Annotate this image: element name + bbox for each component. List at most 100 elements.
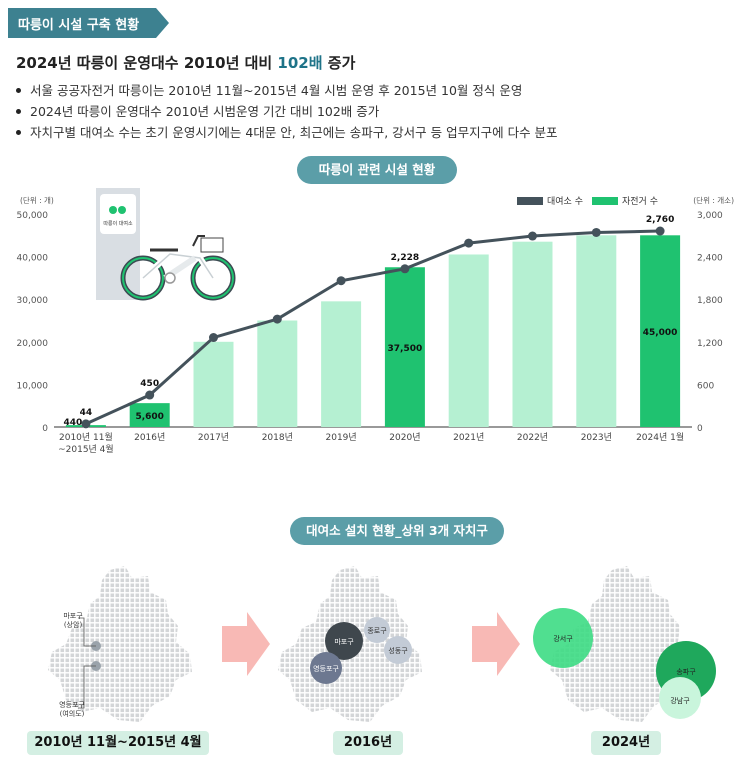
district-bubble	[533, 608, 593, 668]
x-tick-label: 2019년	[326, 432, 357, 443]
x-tick-label: 2017년	[198, 432, 229, 443]
map-label-2024: 2024년	[591, 731, 661, 755]
district-bubble	[384, 636, 412, 664]
line-point	[272, 314, 282, 324]
line-point	[528, 231, 537, 241]
district-label: 성동구	[388, 646, 408, 655]
district-label: 마포구	[63, 611, 83, 620]
bar	[640, 235, 681, 427]
line-point	[336, 276, 346, 286]
x-tick-label: 2020년	[389, 432, 420, 443]
district-bubble	[325, 622, 363, 660]
y-tick-right: 1,200	[697, 339, 723, 349]
section-tag: 따릉이 시설 구축 현황	[8, 8, 170, 38]
bar	[576, 235, 617, 427]
headline: 2024년 따릉이 운영대수 2010년 대비 102배 증가	[16, 52, 355, 73]
bar	[384, 267, 425, 427]
district-label: 강남구	[670, 696, 690, 705]
legend-swatch-bikes	[592, 197, 618, 205]
district-label: 종로구	[367, 627, 387, 635]
y-tick-left: 40,000	[17, 254, 49, 264]
headline-highlight: 102배	[277, 54, 323, 72]
line-point	[209, 333, 218, 343]
bar	[257, 320, 298, 427]
line-point	[400, 264, 410, 274]
bar	[129, 403, 170, 427]
district-label: 영등포구	[59, 700, 85, 709]
map-label-2010: 2010년 11월~2015년 4월	[27, 731, 209, 755]
line-point	[145, 390, 155, 400]
section-title-facilities: 따릉이 관련 시설 현황	[297, 156, 457, 184]
district-label: 송파구	[676, 667, 696, 676]
district-maps: 마포구 (상암) 영등포구 (여의도) 마포구 종로구 성동구 영등포구 강서구…	[48, 566, 716, 722]
section-tag-label: 따릉이 시설 구축 현황	[18, 18, 140, 33]
section-title-stations: 대여소 설치 현황_상위 3개 자치구	[290, 517, 504, 545]
bullet-item: 2024년 따릉이 운영대수 2010년 시범운영 기간 대비 102배 증가	[16, 103, 558, 124]
seoul-map-shape	[48, 566, 192, 722]
facility-chart: 따릉이 대여소 50,000 40,000 30,000 20,000 10,000 0 3…	[17, 188, 734, 455]
x-tick-label: 2023년	[581, 432, 612, 443]
headline-suffix: 증가	[322, 54, 356, 72]
bar-value-label: 5,600	[135, 412, 163, 422]
y-tick-left: 0	[42, 424, 48, 434]
arrow-icon	[472, 612, 520, 676]
y-tick-right: 600	[697, 381, 714, 391]
bullet-item: 자치구별 대여소 수는 초기 운영시기에는 4대문 안, 최근에는 송파구, 강…	[16, 124, 558, 145]
map-2016: 마포구 종로구 성동구 영등포구	[278, 566, 422, 722]
y-tick-left: 30,000	[17, 296, 49, 306]
district-label: 마포구	[334, 637, 354, 646]
left-axis-unit: (단위 : 개)	[20, 195, 54, 205]
map-label-2016: 2016년	[333, 731, 403, 755]
bar-value-label: 37,500	[388, 344, 423, 354]
line-point	[81, 419, 91, 429]
district-bubble	[364, 617, 390, 643]
bike-station-illustration: 따릉이 대여소	[96, 188, 236, 301]
bar	[321, 301, 362, 427]
map-2024: 강서구 송파구 강남구	[533, 566, 716, 722]
y-tick-right: 2,400	[697, 254, 723, 264]
y-tick-left: 20,000	[17, 339, 49, 349]
seoul-map-shape	[550, 566, 694, 722]
line-point	[464, 238, 474, 248]
headline-prefix: 2024년 따릉이 운영대수 2010년 대비	[16, 54, 278, 72]
bicycle-icon	[120, 235, 236, 301]
x-tick-label: 2022년	[517, 432, 548, 443]
x-tick-label: 2021년	[453, 432, 484, 443]
district-bubble	[659, 677, 701, 719]
y-tick-right: 3,000	[697, 211, 723, 221]
right-axis-unit: (단위 : 개소)	[693, 195, 734, 205]
x-tick-label: 2018년	[262, 432, 293, 443]
bar	[448, 254, 489, 427]
district-label: 강서구	[553, 634, 573, 643]
y-tick-left: 10,000	[17, 381, 49, 391]
bar	[193, 341, 234, 427]
bar-value-label: 440	[64, 418, 83, 428]
line-value-label: 2,760	[646, 215, 674, 225]
district-bubble	[310, 652, 342, 684]
line-series	[85, 229, 661, 426]
bullet-list: 서울 공공자전거 따릉이는 2010년 11월~2015년 4월 시범 운영 후…	[16, 82, 558, 145]
kiosk-label: 따릉이 대여소	[103, 220, 133, 227]
y-tick-left: 50,000	[17, 211, 49, 221]
x-tick-label: 2016년	[134, 432, 165, 443]
line-value-label: 450	[140, 379, 159, 389]
x-tick-label: 2010년 11월	[59, 431, 113, 443]
line-value-label: 44	[80, 408, 93, 418]
district-label: 영등포구	[313, 664, 339, 673]
y-tick-right: 0	[697, 424, 703, 434]
bullet-item: 서울 공공자전거 따릉이는 2010년 11월~2015년 4월 시범 운영 후…	[16, 82, 558, 103]
line-point	[655, 226, 665, 236]
arrow-icon	[222, 612, 270, 676]
x-tick-label: 2024년 1월	[636, 431, 684, 443]
legend-swatch-stations	[517, 197, 543, 205]
map-2010: 마포구 (상암) 영등포구 (여의도)	[48, 566, 192, 722]
line-value-label: 2,228	[391, 253, 419, 263]
district-sublabel: (상암)	[64, 620, 83, 629]
x-tick-label: ~2015년 4월	[58, 443, 114, 455]
legend-label-bikes: 자전거 수	[622, 196, 658, 207]
y-tick-right: 1,800	[697, 296, 723, 306]
line-point	[591, 227, 601, 237]
bar-value-label: 45,000	[643, 328, 678, 338]
district-sublabel: (여의도)	[60, 709, 85, 718]
legend-label-stations: 대여소 수	[547, 195, 583, 207]
